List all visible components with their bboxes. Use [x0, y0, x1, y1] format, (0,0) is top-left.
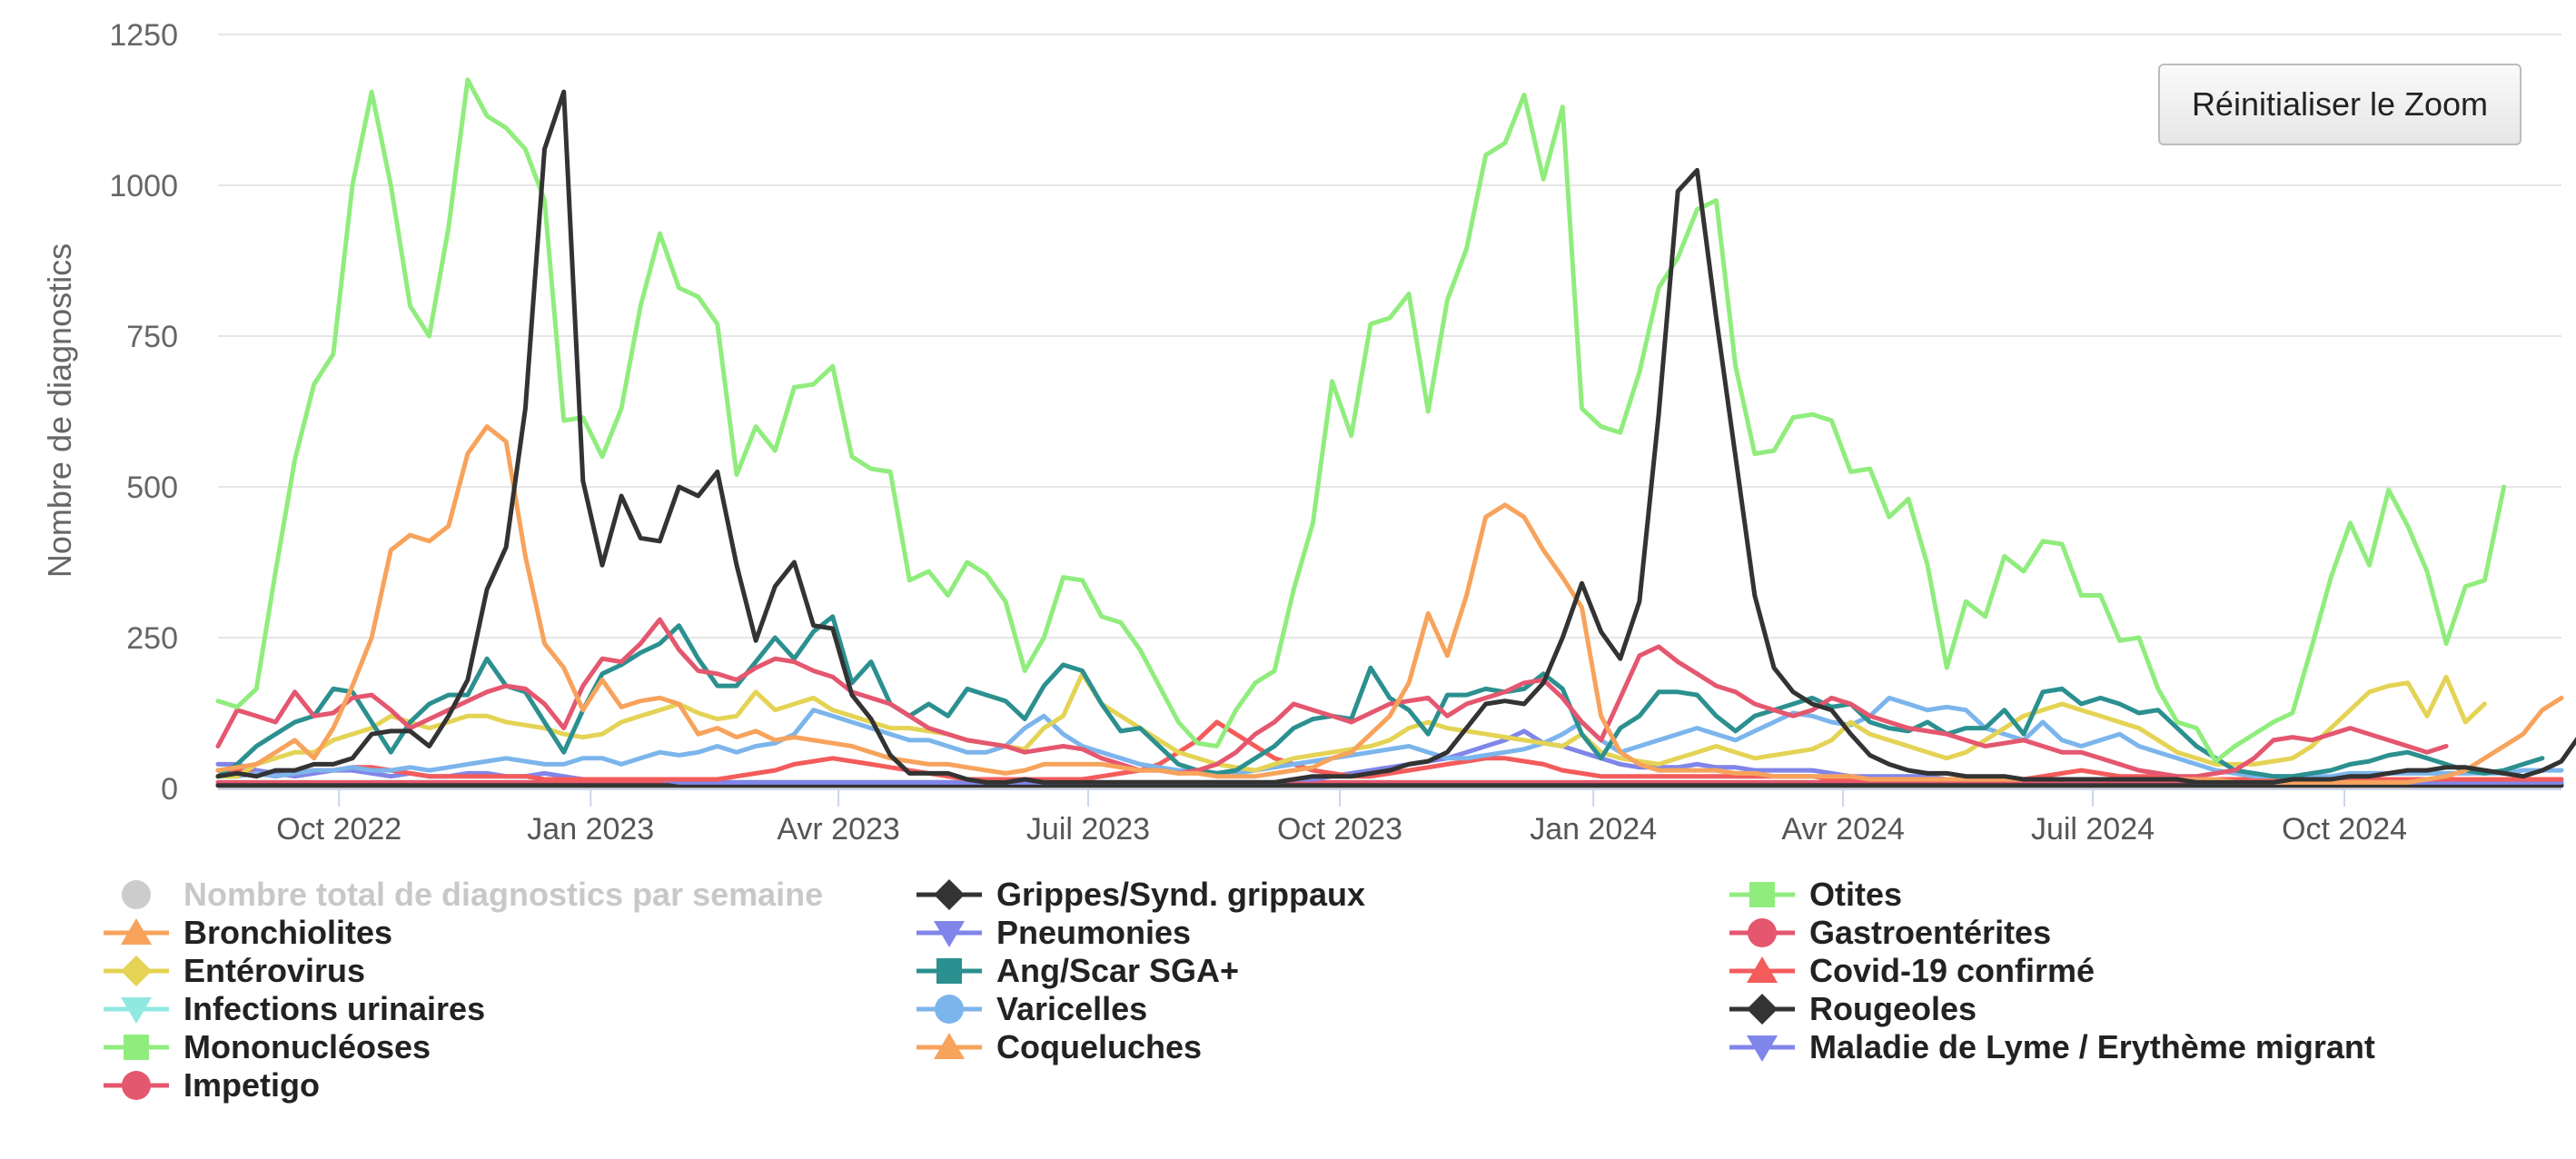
series-line-3[interactable]: [215, 424, 2564, 785]
x-tick-label: Oct 2023: [1277, 812, 1402, 847]
x-tick-label: Jan 2023: [527, 812, 654, 847]
series-line-7[interactable]: [215, 614, 2545, 779]
y-tick-label: 250: [126, 621, 178, 656]
y-tick-label: 500: [126, 471, 178, 505]
legend-label: Bronchiolites: [183, 914, 393, 951]
legend-item[interactable]: Maladie de Lyme / Erythème migrant: [1726, 1028, 2375, 1065]
y-tick-label: 1250: [109, 18, 178, 53]
diamond-marker-icon: [916, 879, 982, 910]
legend-item[interactable]: Covid-19 confirmé: [1726, 952, 2095, 989]
legend-item[interactable]: Ang/Scar SGA+: [913, 952, 1240, 989]
x-tick-label: Avr 2023: [777, 812, 899, 847]
legend-label: Entérovirus: [183, 952, 366, 989]
circle-marker-icon: [122, 880, 151, 909]
legend-label: Infections urinaires: [183, 990, 486, 1027]
triangle-down-marker-icon: [104, 997, 169, 1024]
legend-label: Impetigo: [183, 1066, 320, 1104]
legend-item[interactable]: Mononucléoses: [100, 1028, 431, 1065]
x-tick-label: Juil 2024: [2031, 812, 2155, 847]
legend-label: Covid-19 confirmé: [1809, 952, 2095, 989]
legend-label: Ang/Scar SGA+: [996, 952, 1240, 989]
series-line-6[interactable]: [215, 671, 2487, 779]
circle-marker-icon: [104, 1071, 169, 1100]
x-tick-label: Oct 2022: [276, 812, 401, 847]
legend-label: Maladie de Lyme / Erythème migrant: [1809, 1028, 2375, 1065]
x-tick-label: Jan 2024: [1530, 812, 1657, 847]
legend-item[interactable]: Rougeoles: [1726, 990, 1977, 1027]
legend-item[interactable]: Coqueluches: [913, 1028, 1203, 1065]
legend-label: Varicelles: [996, 990, 1148, 1027]
x-tick-label: Avr 2024: [1781, 812, 1904, 847]
triangle-down-marker-icon: [1729, 1035, 1795, 1062]
x-axis: Oct 2022 Jan 2023 Avr 2023 Juil 2023 Oct 202…: [218, 788, 2561, 847]
y-axis-title: Nombre de diagnostics: [41, 243, 78, 578]
legend-label: Nombre total de diagnostics par semaine: [183, 876, 824, 913]
plot-area: [215, 77, 2576, 788]
series-line-1[interactable]: [215, 89, 2576, 785]
circle-marker-icon: [1729, 918, 1795, 947]
y-axis: 0 250 500 750 1000 1250: [109, 18, 178, 807]
x-tick-label: Oct 2024: [2282, 812, 2407, 847]
legend-label: Mononucléoses: [183, 1028, 431, 1065]
legend-label: Pneumonies: [996, 914, 1192, 951]
triangle-marker-icon: [104, 918, 169, 945]
diamond-marker-icon: [1729, 994, 1795, 1025]
x-tick-label: Juil 2023: [1026, 812, 1150, 847]
legend-label: Otites: [1809, 876, 1903, 913]
legend-item[interactable]: Otites: [1726, 876, 1903, 913]
triangle-down-marker-icon: [916, 921, 982, 947]
legend-item[interactable]: Bronchiolites: [100, 914, 393, 951]
square-marker-icon: [1729, 882, 1795, 907]
square-marker-icon: [104, 1035, 169, 1060]
legend-item[interactable]: Nombre total de diagnostics par semaine: [100, 876, 824, 913]
circle-marker-icon: [916, 995, 982, 1024]
triangle-marker-icon: [916, 1033, 982, 1059]
legend-label: Rougeoles: [1809, 990, 1977, 1027]
legend-item[interactable]: Pneumonies: [913, 914, 1192, 951]
legend-item[interactable]: Entérovirus: [100, 952, 366, 989]
legend-label: Gastroentérites: [1809, 914, 2052, 951]
square-marker-icon: [916, 958, 982, 984]
legend-item[interactable]: Infections urinaires: [100, 990, 486, 1027]
y-tick-label: 750: [126, 320, 178, 354]
y-tick-label: 0: [161, 772, 178, 807]
legend-item[interactable]: Varicelles: [913, 990, 1148, 1027]
series-line-10[interactable]: [215, 695, 2564, 779]
y-tick-label: 1000: [109, 169, 178, 203]
legend-item[interactable]: Gastroentérites: [1726, 914, 2052, 951]
legend-item[interactable]: Impetigo: [100, 1066, 320, 1104]
legend-label: Coqueluches: [996, 1028, 1203, 1065]
legend-item[interactable]: Grippes/Synd. grippaux: [913, 876, 1366, 913]
legend-label: Grippes/Synd. grippaux: [996, 876, 1366, 913]
triangle-marker-icon: [1729, 956, 1795, 983]
reset-zoom-button[interactable]: Réinitialiser le Zoom: [2158, 64, 2522, 145]
diamond-marker-icon: [104, 956, 169, 986]
series-line-2[interactable]: [215, 77, 2507, 764]
series-line-5[interactable]: [215, 617, 2449, 779]
